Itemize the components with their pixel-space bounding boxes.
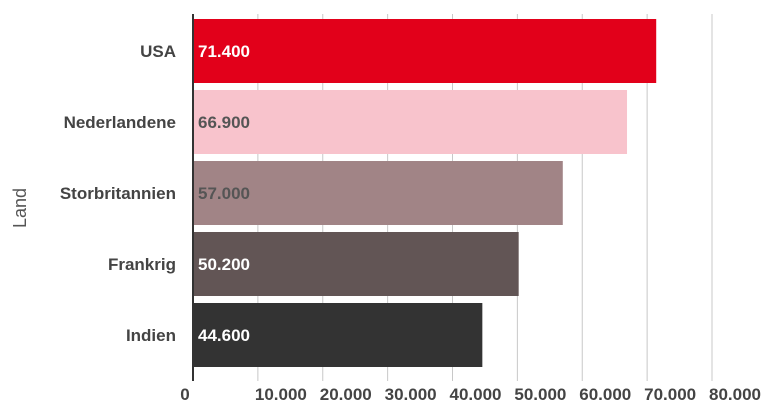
x-tick-label: 80.000 [709,385,761,404]
bar [193,19,656,83]
category-label: Nederlandene [64,113,176,132]
x-tick-label: 10.000 [255,385,307,404]
category-label: Indien [126,326,176,345]
y-axis-title: Land [10,188,30,228]
x-tick-label: 50.000 [514,385,566,404]
x-tick-label: 30.000 [385,385,437,404]
data-label: 44.600 [198,326,250,345]
category-label: USA [140,42,176,61]
data-label: 57.000 [198,184,250,203]
x-tick-label: 60.000 [579,385,631,404]
x-tick-label: 0 [180,385,189,404]
bars [193,19,656,367]
data-label: 71.400 [198,42,250,61]
data-label: 66.900 [198,113,250,132]
x-tick-label: 40.000 [450,385,502,404]
data-label: 50.200 [198,255,250,274]
category-label: Frankrig [108,255,176,274]
bar [193,90,627,154]
x-tick-label: 20.000 [320,385,372,404]
category-label: Storbritannien [60,184,176,203]
x-tick-label: 70.000 [644,385,696,404]
